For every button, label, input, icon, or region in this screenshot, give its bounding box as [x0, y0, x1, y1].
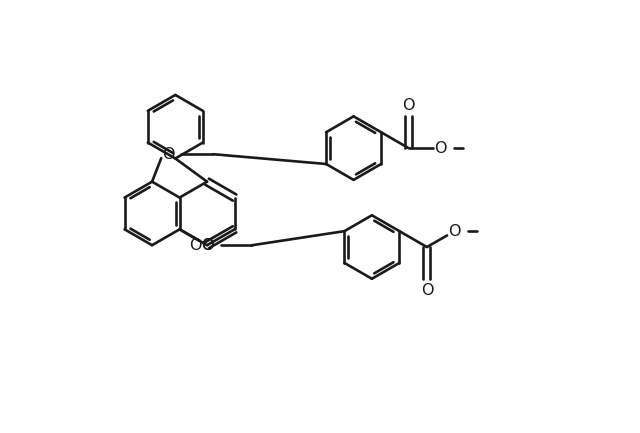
- Text: O: O: [162, 147, 174, 162]
- Text: O: O: [434, 141, 447, 155]
- Text: O: O: [403, 98, 415, 113]
- Text: O: O: [201, 238, 213, 253]
- Text: O: O: [189, 238, 202, 253]
- Text: O: O: [448, 224, 461, 239]
- Text: O: O: [420, 283, 433, 298]
- Text: O: O: [201, 238, 213, 253]
